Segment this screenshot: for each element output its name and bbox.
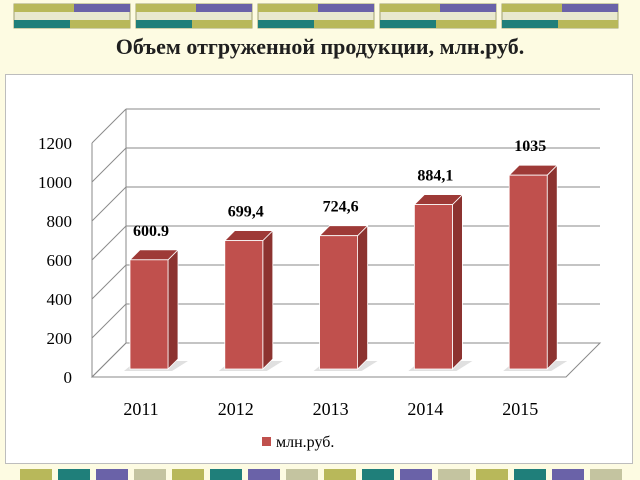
legend-label: млн.руб.: [276, 434, 334, 451]
y-tick-label: 800: [47, 212, 73, 231]
data-label: 884,1: [417, 168, 453, 185]
data-label: 1035: [514, 138, 546, 155]
decor-tile: [438, 469, 470, 480]
data-label: 699,4: [228, 204, 264, 221]
decor-tile: [134, 469, 166, 480]
gridline-side: [91, 186, 127, 222]
floor: [90, 342, 602, 378]
y-tick-label: 600: [47, 251, 73, 270]
gridline-side: [91, 264, 127, 300]
decor-tile: [362, 469, 394, 480]
gridline-side: [91, 225, 127, 261]
decor-tile: [96, 469, 128, 480]
decor-tile: [552, 469, 584, 480]
decor-block: [135, 3, 253, 29]
chart-frame: 0 200 400 600 800 1000 1200 600.9 2011 699,4 2012 7…: [5, 74, 633, 464]
decor-tile: [324, 469, 356, 480]
gridline-side: [91, 108, 127, 144]
decor-tile: [20, 469, 52, 480]
decor-tile: [172, 469, 204, 480]
decor-block: [501, 3, 619, 29]
decor-tile: [514, 469, 546, 480]
data-label: 724,6: [323, 199, 359, 216]
bar: [313, 224, 378, 371]
legend: млн.руб.: [262, 434, 334, 451]
decor-tile: [210, 469, 242, 480]
y-tick-label: 200: [47, 329, 73, 348]
bar-chart: 0 200 400 600 800 1000 1200 600.9 2011 699,4 2012 7…: [38, 108, 602, 451]
bottom-decor-strip: [20, 469, 622, 480]
decor-tile: [248, 469, 280, 480]
bar: [503, 164, 568, 371]
decor-tile: [590, 469, 622, 480]
decor-tile: [286, 469, 318, 480]
decor-block: [257, 3, 375, 29]
decor-tile: [58, 469, 90, 480]
bar: [124, 248, 188, 371]
x-tick-label: 2013: [313, 399, 349, 419]
legend-swatch: [262, 437, 271, 446]
decor-block: [13, 3, 131, 29]
x-tick-label: 2012: [218, 399, 254, 419]
bar: [408, 193, 473, 371]
data-label: 600.9: [133, 223, 169, 240]
gridline-side: [91, 303, 127, 339]
page-title: Объем отгруженной продукции, млн.руб.: [115, 34, 525, 59]
y-tick-label: 1200: [38, 134, 72, 153]
y-tick-label: 1000: [38, 173, 72, 192]
x-tick-label: 2014: [407, 399, 443, 419]
gridline-side: [91, 147, 127, 183]
top-decor-strip: [13, 3, 619, 29]
x-tick-label: 2011: [123, 399, 158, 419]
bar: [218, 229, 283, 371]
decor-tile: [400, 469, 432, 480]
decor-tile: [476, 469, 508, 480]
x-tick-label: 2015: [502, 399, 538, 419]
y-tick-label: 0: [64, 368, 73, 387]
decor-block: [379, 3, 497, 29]
y-tick-label: 400: [47, 290, 73, 309]
